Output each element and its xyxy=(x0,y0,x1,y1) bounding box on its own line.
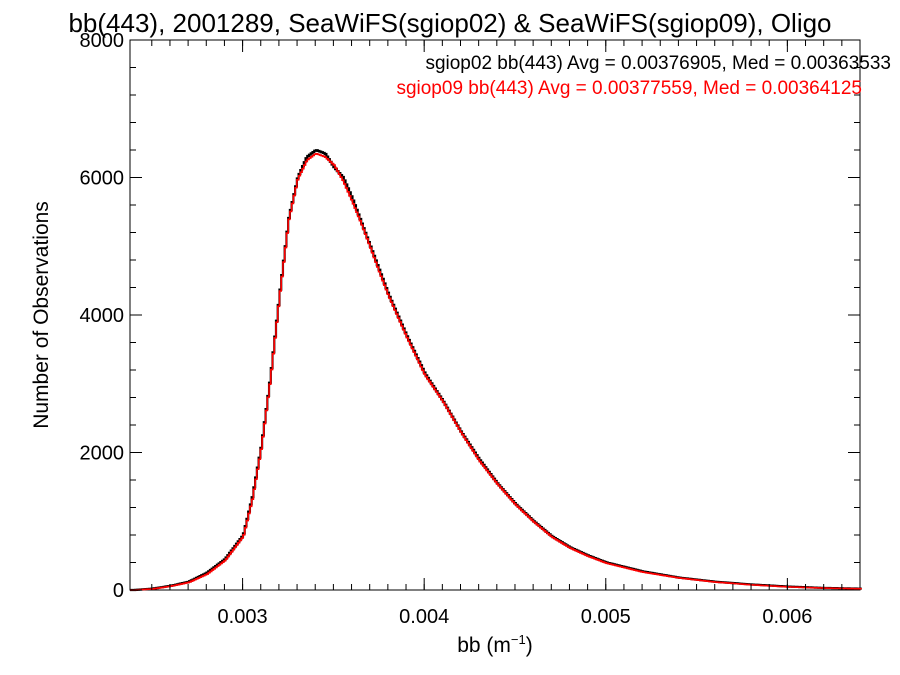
legend-entry-sgiop02: sgiop02 bb(443) Avg = 0.00376905, Med = … xyxy=(425,53,891,74)
x-tick-label: 0.006 xyxy=(762,606,812,628)
y-tick-label: 2000 xyxy=(80,443,125,465)
plot-frame xyxy=(129,39,861,591)
x-tick-label: 0.004 xyxy=(399,606,449,628)
series-layer xyxy=(130,149,862,592)
y-tick-label: 4000 xyxy=(80,305,125,327)
y-tick-label: 0 xyxy=(113,580,124,602)
x-tick-label: 0.005 xyxy=(581,606,631,628)
chart-title: bb(443), 2001289, SeaWiFS(sgiop02) & Sea… xyxy=(68,8,831,38)
series-line-sgiop02 xyxy=(130,149,862,592)
tick-layer: 0.003 0.004 0.005 0.006 0 2000 4000 6000 8000 xyxy=(80,30,860,628)
plot-area xyxy=(129,39,861,591)
series-line-sgiop09 xyxy=(130,152,862,591)
legend-entry-sgiop09: sgiop09 bb(443) Avg = 0.00377559, Med = … xyxy=(396,78,862,99)
y-tick-label: 6000 xyxy=(80,168,125,190)
y-axis-label: Number of Observations xyxy=(30,201,53,429)
x-tick-label: 0.003 xyxy=(218,606,268,628)
y-tick-label: 8000 xyxy=(80,30,125,52)
x-axis-label: bb (m−1) xyxy=(457,632,533,657)
